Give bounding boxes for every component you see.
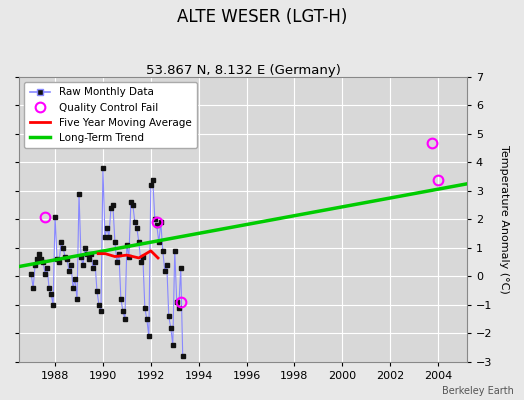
Title: 53.867 N, 8.132 E (Germany): 53.867 N, 8.132 E (Germany) bbox=[146, 64, 341, 77]
Y-axis label: Temperature Anomaly (°C): Temperature Anomaly (°C) bbox=[499, 145, 509, 294]
Text: Berkeley Earth: Berkeley Earth bbox=[442, 386, 514, 396]
Legend: Raw Monthly Data, Quality Control Fail, Five Year Moving Average, Long-Term Tren: Raw Monthly Data, Quality Control Fail, … bbox=[25, 82, 196, 148]
Text: ALTE WESER (LGT-H): ALTE WESER (LGT-H) bbox=[177, 8, 347, 26]
